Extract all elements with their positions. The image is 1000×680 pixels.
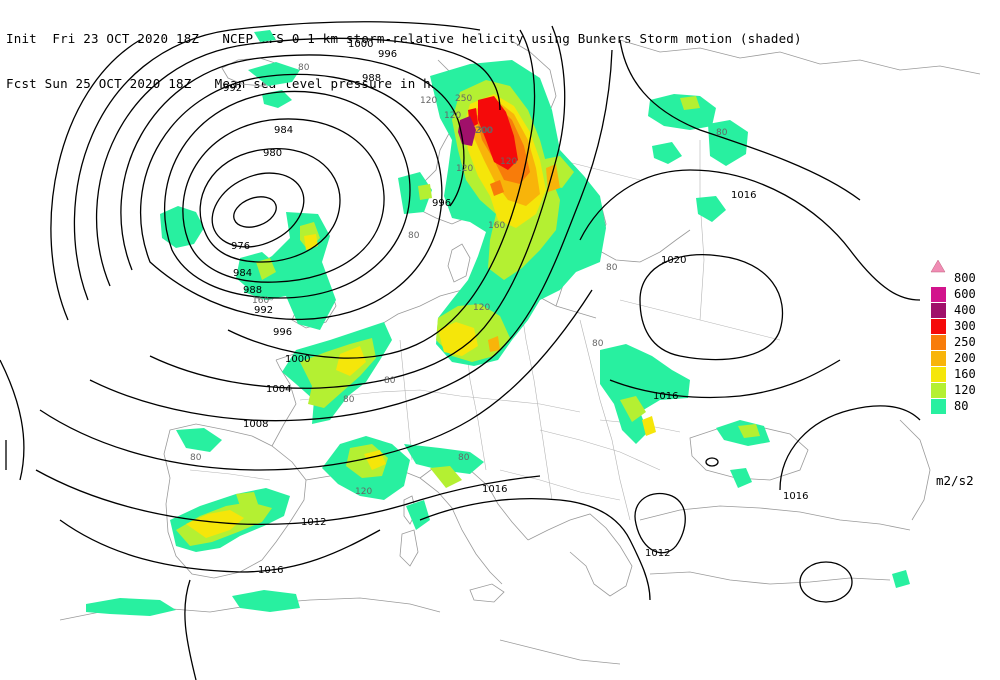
legend-item: 800 (928, 270, 998, 286)
legend-swatch (931, 303, 946, 318)
shade-label: 80 (343, 395, 355, 405)
isobar-label: 1012 (645, 548, 670, 559)
legend-item: 300 (928, 318, 998, 334)
isobar-label: 1004 (266, 384, 291, 395)
legend-item: 400 (928, 302, 998, 318)
legend-item: 600 (928, 286, 998, 302)
isobar-labels: 1000 996 988 992 984 980 976 984 988 992… (223, 39, 808, 576)
isobar-label: 980 (263, 148, 282, 159)
legend-swatch (931, 399, 946, 414)
shade-label: 300 (476, 126, 493, 136)
isobar-label: 1016 (258, 565, 283, 576)
isobar-label: 1016 (783, 491, 808, 502)
isobar-label: 992 (223, 83, 242, 94)
isobar-label: 988 (243, 285, 262, 296)
shading-labels: 80 120 120 250 200 120 300 120 160 120 8… (190, 63, 728, 497)
legend-label: 800 (954, 271, 976, 285)
shade-label: 120 (500, 157, 517, 167)
legend-swatch (931, 367, 946, 382)
isobar-label: 996 (378, 49, 397, 60)
legend-item: 200 (928, 350, 998, 366)
shade-label: 250 (455, 94, 472, 104)
legend-swatch (931, 351, 946, 366)
legend-item: 120 (928, 382, 998, 398)
shade-label: 120 (420, 96, 437, 106)
init-line: Init Fri 23 OCT 2020 18Z NCEP GFS 0-1 km… (6, 31, 802, 46)
legend-swatch (931, 287, 946, 302)
isobar-label: 996 (432, 198, 451, 209)
shade-label: 80 (408, 231, 420, 241)
isobar-label: 992 (254, 305, 273, 316)
shade-label: 160 (488, 221, 505, 231)
isobar-label: 1008 (243, 419, 268, 430)
isobar-label: 1000 (285, 354, 310, 365)
isobar-label: 976 (231, 241, 250, 252)
shade-label: 120 (355, 487, 372, 497)
legend-item: 80 (928, 398, 998, 414)
isobar-label: 1000 (348, 39, 373, 50)
map-header: Init Fri 23 OCT 2020 18Z NCEP GFS 0-1 km… (6, 1, 802, 106)
isobar-label: 984 (233, 268, 252, 279)
shade-label: 80 (716, 128, 728, 138)
shade-label: 80 (458, 453, 470, 463)
isobar-label: 1020 (661, 255, 686, 266)
shade-label: 120 (444, 111, 461, 121)
shade-label: 80 (190, 453, 202, 463)
shade-label: 160 (252, 296, 269, 306)
legend-label: 600 (954, 287, 976, 301)
legend-item: 160 (928, 366, 998, 382)
shade-label: 80 (606, 263, 618, 273)
shade-label: 200 (475, 126, 492, 136)
shade-label: 80 (298, 63, 310, 73)
legend-swatch (931, 335, 946, 350)
isobar-label: 1012 (301, 517, 326, 528)
shade-label: 80 (592, 339, 604, 349)
legend-label: 400 (954, 303, 976, 317)
legend-item: 250 (928, 334, 998, 350)
isobar-label: 1016 (731, 190, 756, 201)
shade-label: 120 (456, 164, 473, 174)
isobar-label: 1016 (482, 484, 507, 495)
isobar-label: 1016 (653, 391, 678, 402)
isobar-label: 996 (273, 327, 292, 338)
legend-label: 160 (954, 367, 976, 381)
shade-label: 80 (384, 376, 396, 386)
legend-label: 300 (954, 319, 976, 333)
legend-swatch (931, 319, 946, 334)
isobar-label: 988 (362, 73, 381, 84)
legend-label: 120 (954, 383, 976, 397)
legend-label: 250 (954, 335, 976, 349)
legend-label: 200 (954, 351, 976, 365)
legend-label: 80 (954, 399, 969, 413)
isobar-label: 984 (274, 125, 293, 136)
shade-label: 120 (473, 303, 490, 313)
isobars (0, 21, 921, 680)
legend-triangle (930, 259, 946, 273)
legend-units: m2/s2 (936, 473, 974, 488)
legend-swatch (931, 383, 946, 398)
